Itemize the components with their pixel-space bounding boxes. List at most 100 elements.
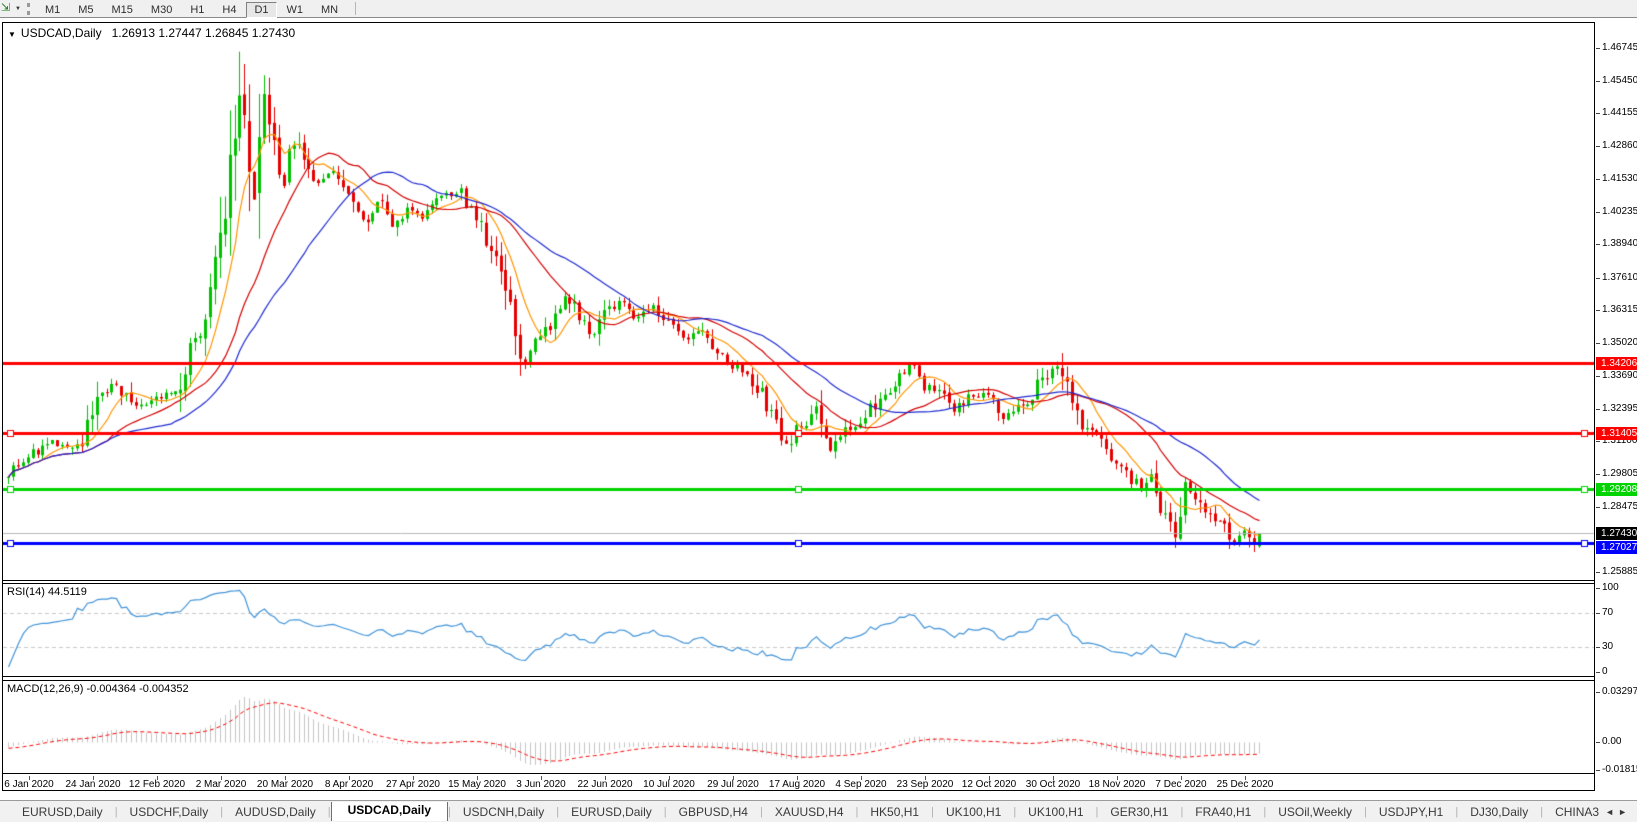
date-label: 7 Dec 2020: [1155, 779, 1207, 790]
axis-tick: [1596, 647, 1600, 648]
axis-label: 1.33690: [1602, 370, 1637, 381]
date-tick: [349, 776, 350, 780]
date-label: 25 Dec 2020: [1216, 779, 1274, 790]
toolbar-grip: [26, 2, 30, 15]
axis-tick: [1596, 572, 1600, 573]
date-tick: [1053, 776, 1054, 780]
timeframe-button-mn[interactable]: MN: [321, 3, 339, 16]
date-label: 23 Sep 2020: [896, 779, 954, 790]
title-marker-icon[interactable]: ▼: [8, 30, 16, 39]
date-label: 2 Mar 2020: [195, 779, 247, 790]
timeframe-button-m30[interactable]: M30: [150, 3, 173, 16]
chart-tab-china300-h1[interactable]: CHINA300,H1: [1555, 804, 1600, 819]
date-label: 24 Jan 2020: [65, 779, 121, 790]
tab-separator: |: [931, 805, 934, 818]
date-axis[interactable]: 6 Jan 2020 24 Jan 2020 12 Feb 2020 2 Mar 20…: [3, 776, 1594, 790]
main-chart-canvas[interactable]: [3, 23, 1594, 580]
date-tick: [797, 776, 798, 780]
axis-label: 1.40235: [1602, 206, 1637, 217]
tab-separator: |: [1455, 805, 1459, 818]
axis-tick: [1596, 692, 1600, 693]
timeframe-button-w1[interactable]: W1: [286, 3, 304, 16]
axis-tick: [1596, 507, 1600, 508]
chart-tab-dj30-daily[interactable]: DJ30,Daily: [1470, 804, 1529, 819]
axis-tick: [1596, 588, 1600, 589]
cursor-tool-icon[interactable]: ⇲: [0, 2, 11, 14]
date-label: 27 Apr 2020: [386, 779, 440, 790]
axis-tick: [1596, 343, 1600, 344]
chart-tab-ger30-h1[interactable]: GER30,H1: [1110, 804, 1169, 819]
axis-tick: [1596, 81, 1600, 82]
date-label: 10 Jul 2020: [643, 779, 695, 790]
axis-label: 1.31100: [1602, 435, 1637, 446]
tab-separator: |: [114, 805, 118, 818]
date-tick: [925, 776, 926, 780]
price-badge-1.27430: 1.27430: [1596, 527, 1637, 540]
chart-tab-usoil-weekly[interactable]: USOil,Weekly: [1278, 804, 1352, 819]
tab-separator: |: [1095, 805, 1099, 818]
axis-label: 1.32395: [1602, 403, 1637, 414]
timeframe-button-group: M1 M5 M15 M30 H1 H4 D1 W1 MN: [36, 0, 347, 18]
symbol-period-label: USDCAD,Daily: [20, 26, 102, 40]
tab-scroll-left-icon[interactable]: ◄: [1605, 806, 1619, 817]
axis-tick: [1596, 48, 1600, 49]
axis-tick: [1596, 474, 1600, 475]
timeframe-button-m15[interactable]: M15: [111, 3, 133, 16]
timeframe-button-m5[interactable]: M5: [78, 3, 94, 16]
ohlc-values: 1.26913 1.27447 1.26845 1.27430: [111, 26, 296, 40]
date-label: 30 Oct 2020: [1025, 779, 1081, 790]
timeframe-button-h1[interactable]: H1: [190, 3, 205, 16]
chart-tab-usdcnh-daily[interactable]: USDCNH,Daily: [462, 804, 545, 819]
axis-tick: [1596, 244, 1600, 245]
date-tick: [477, 776, 478, 780]
axis-label: 1.37610: [1602, 272, 1637, 283]
date-label: 3 Jun 2020: [516, 779, 566, 790]
timeframe-button-m1[interactable]: M1: [44, 3, 61, 16]
toolbar-separator: [355, 2, 357, 15]
tab-scroll-arrows: ◄►: [1599, 807, 1637, 817]
chart-tab-usdjpy-h1[interactable]: USDJPY,H1: [1378, 804, 1444, 819]
price-axis[interactable]: 1.46745 1.45450 1.44155 1.42860 1.41530 1.402…: [1596, 22, 1637, 791]
axis-tick: [1596, 179, 1600, 180]
axis-label: -0.018154: [1602, 764, 1637, 775]
tab-separator: |: [327, 805, 331, 818]
tab-scroll-right-icon[interactable]: ►: [1618, 806, 1631, 817]
chart-tab-eurusd-daily[interactable]: EURUSD,Daily: [22, 804, 103, 819]
chart-tab-usdcad-daily[interactable]: USDCAD,Daily: [330, 802, 448, 821]
macd-canvas[interactable]: [3, 681, 1594, 773]
axis-label: 1.25885: [1602, 566, 1637, 577]
chart-tab-xauusd-h4[interactable]: XAUUSD,H4: [774, 804, 844, 819]
price-badge-1.29208: 1.29208: [1596, 483, 1637, 496]
timeframe-button-d1[interactable]: D1: [246, 1, 277, 18]
chart-tab-bar: EURUSD,Daily | USDCHF,Daily | AUDUSD,Daily | U…: [0, 800, 1637, 822]
date-tick: [1245, 776, 1246, 780]
macd-label: MACD(12,26,9) -0.004364 -0.004352: [7, 683, 189, 695]
chart-tab-usdchf-daily[interactable]: USDCHF,Daily: [129, 804, 209, 819]
date-tick: [989, 776, 990, 780]
axis-label: 1.42860: [1602, 140, 1637, 151]
date-label: 8 Apr 2020: [324, 779, 374, 790]
axis-label: 1.28475: [1602, 501, 1637, 512]
date-tick: [221, 776, 222, 780]
chart-tab-gbpusd-h4[interactable]: GBPUSD,H4: [678, 804, 748, 819]
chart-tab-uk100-h1[interactable]: UK100,H1: [945, 804, 1002, 819]
rsi-canvas[interactable]: [3, 584, 1594, 676]
chart-tab-fra40-h1[interactable]: FRA40,H1: [1195, 804, 1252, 819]
axis-label: 0.032972: [1602, 686, 1637, 697]
date-tick: [669, 776, 670, 780]
axis-label: 1.35020: [1602, 337, 1637, 348]
date-label: 12 Oct 2020: [961, 779, 1017, 790]
dropdown-arrow-icon[interactable]: ▼: [15, 5, 21, 12]
chart-tab-hk50-h1[interactable]: HK50,H1: [870, 804, 920, 819]
date-tick: [413, 776, 414, 780]
timeframe-button-h4[interactable]: H4: [222, 3, 237, 16]
axis-label: 1.46745: [1602, 42, 1637, 53]
chart-tab-audusd-daily[interactable]: AUDUSD,Daily: [235, 804, 316, 819]
chart-tab-uk100-h1[interactable]: UK100,H1: [1028, 804, 1084, 819]
tab-separator: |: [759, 805, 763, 818]
chart-tab-eurusd-daily[interactable]: EURUSD,Daily: [571, 804, 652, 819]
date-tick: [605, 776, 606, 780]
date-tick: [93, 776, 94, 780]
tab-separator: |: [556, 805, 560, 818]
axis-tick: [1596, 278, 1600, 279]
